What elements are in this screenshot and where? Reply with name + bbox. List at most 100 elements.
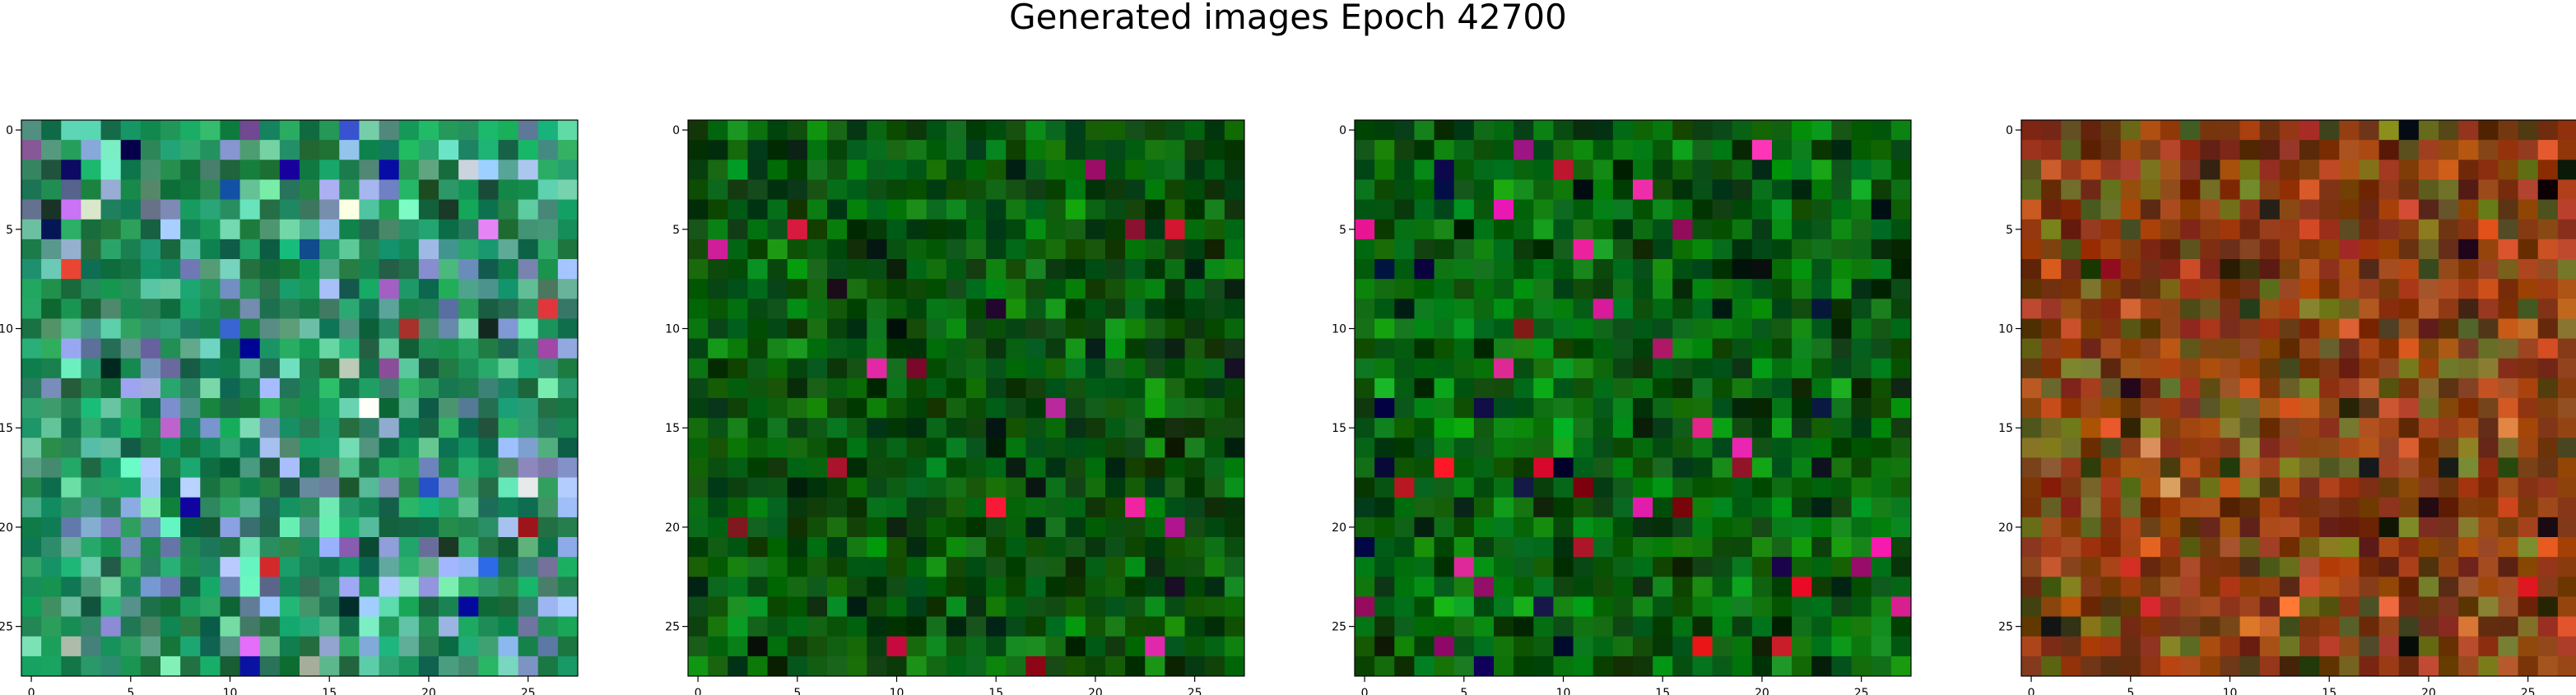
pixel <box>1085 338 1106 359</box>
pixel <box>1145 219 1165 240</box>
pixel <box>1672 438 1693 458</box>
pixel <box>120 557 142 577</box>
pixel <box>1165 537 1186 558</box>
x-tick-label: 15 <box>1655 687 1670 695</box>
pixel <box>1145 438 1165 458</box>
pixel <box>1204 656 1225 677</box>
pixel <box>2180 378 2201 399</box>
pixel <box>81 517 102 538</box>
pixel <box>1224 438 1245 458</box>
pixel <box>886 557 908 577</box>
pixel <box>2359 656 2380 677</box>
pixel <box>1831 338 1853 359</box>
pixel <box>1494 259 1514 280</box>
pixel <box>1533 120 1554 141</box>
pixel <box>1224 358 1245 379</box>
pixel <box>966 318 987 340</box>
pixel <box>1612 596 1634 618</box>
pixel <box>926 279 947 299</box>
pixel <box>1851 279 1872 299</box>
pixel <box>2100 418 2122 438</box>
pixel <box>708 557 728 577</box>
pixel <box>867 239 887 260</box>
pixel <box>1184 497 1206 518</box>
pixel <box>2299 239 2320 260</box>
pixel <box>2537 537 2559 558</box>
pixel <box>1414 577 1435 597</box>
pixel <box>1712 239 1733 260</box>
pixel <box>2160 557 2181 577</box>
pixel <box>300 259 320 280</box>
pixel <box>2160 497 2181 518</box>
pixel <box>1672 120 1693 141</box>
pixel <box>867 457 887 479</box>
pixel <box>986 239 1007 260</box>
pixel <box>2120 378 2141 399</box>
pixel <box>1355 179 1375 201</box>
pixel <box>2061 160 2081 180</box>
pixel <box>1533 497 1554 518</box>
pixel <box>2299 259 2320 280</box>
pixel <box>1006 318 1026 340</box>
pixel <box>81 160 102 180</box>
pixel <box>21 259 42 280</box>
pixel <box>120 497 142 518</box>
pixel <box>1434 656 1455 677</box>
pixel <box>827 577 848 597</box>
pixel <box>2160 219 2181 240</box>
pixel <box>1374 457 1395 479</box>
x-tick-label: 15 <box>988 687 1003 695</box>
pixel <box>2239 537 2261 558</box>
pixel <box>1772 358 1793 379</box>
pixel <box>2061 656 2081 677</box>
pixel <box>2498 259 2519 280</box>
pixel <box>2359 140 2380 160</box>
pixel <box>537 577 559 597</box>
pixel <box>1672 418 1693 438</box>
pixel <box>1355 259 1375 280</box>
pixel <box>847 537 867 558</box>
pixel <box>2041 338 2062 359</box>
pixel <box>1085 477 1106 498</box>
pixel <box>2041 537 2062 558</box>
pixel <box>787 457 808 479</box>
pixel <box>2439 418 2459 438</box>
pixel <box>1851 239 1872 260</box>
pixel <box>478 120 499 141</box>
pixel <box>1712 338 1733 359</box>
pixel <box>2140 477 2161 498</box>
pixel <box>1394 140 1415 160</box>
pixel <box>1105 636 1126 657</box>
pixel <box>518 438 539 458</box>
pixel <box>1065 537 1086 558</box>
pixel <box>1633 537 1653 558</box>
pixel <box>398 338 420 359</box>
pixel <box>2299 418 2320 438</box>
pixel <box>1204 219 1225 240</box>
pixel <box>1125 239 1146 260</box>
pixel <box>1414 140 1435 160</box>
pixel <box>926 338 947 359</box>
pixel <box>2557 398 2576 419</box>
pixel <box>2518 219 2539 240</box>
pixel <box>200 179 221 201</box>
pixel <box>2220 219 2241 240</box>
pixel <box>2439 457 2459 479</box>
pixel <box>1672 140 1693 160</box>
pixel <box>1890 636 1912 657</box>
pixel <box>379 537 400 558</box>
pixel <box>518 239 539 260</box>
pixel <box>1831 557 1853 577</box>
pixel <box>279 517 300 538</box>
pixel <box>2458 358 2479 379</box>
pixel <box>2160 517 2181 538</box>
pixel <box>1871 259 1892 280</box>
pixel <box>379 477 400 498</box>
pixel <box>2259 497 2281 518</box>
pixel <box>2220 497 2241 518</box>
pixel <box>886 636 908 657</box>
pixel <box>2458 438 2479 458</box>
pixel <box>220 259 241 280</box>
pixel <box>2220 537 2241 558</box>
